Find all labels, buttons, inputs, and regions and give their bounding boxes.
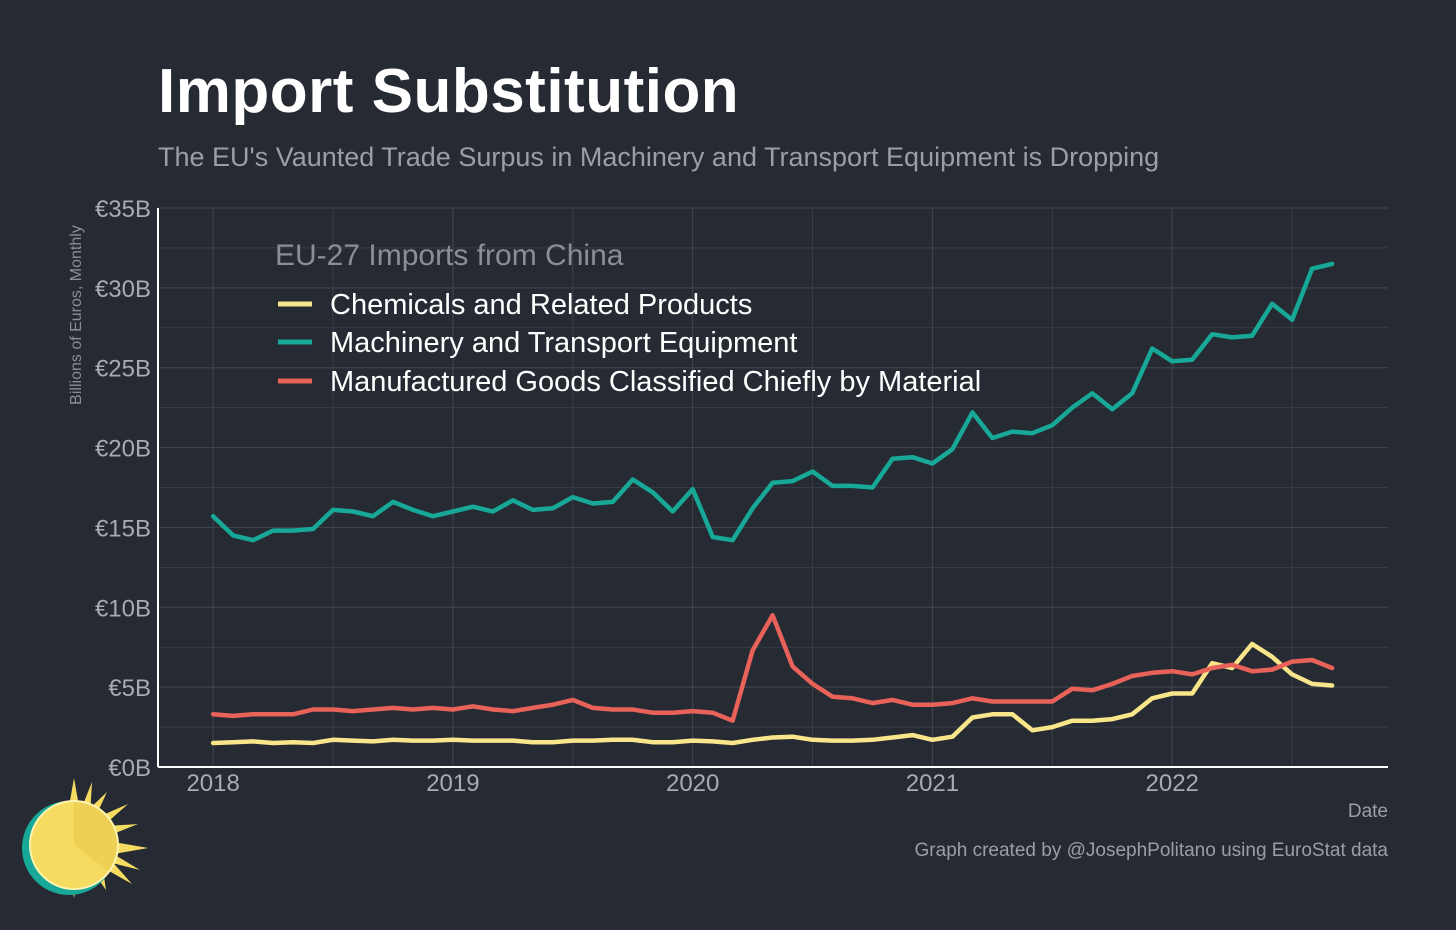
x-axis-label: Date	[1348, 801, 1388, 822]
y-tick-label: €10B	[95, 595, 151, 622]
legend-label-machinery: Machinery and Transport Equipment	[330, 327, 797, 359]
legend-label-manufactured: Manufactured Goods Classified Chiefly by…	[330, 366, 981, 398]
chart-legend: EU-27 Imports from China Chemicals and R…	[275, 239, 981, 398]
series-line-manufactured	[210, 613, 1335, 723]
chart-axes: €0B €5B €10B €15B €20B €25B €30B €35B 2018 2019 20…	[95, 196, 1388, 797]
x-tick-label: 2021	[906, 770, 959, 797]
x-tick-label: 2018	[186, 770, 239, 797]
y-tick-label: €30B	[95, 276, 151, 303]
y-tick-label: €35B	[95, 196, 151, 223]
legend-title: EU-27 Imports from China	[275, 239, 624, 272]
chart-grid	[158, 207, 1388, 768]
series-line-machinery	[210, 261, 1335, 543]
chart-series	[210, 261, 1335, 746]
y-axis-label: Billions of Euros, Monthly	[68, 225, 85, 405]
series-line-chemicals	[210, 641, 1335, 746]
y-tick-label: €5B	[108, 675, 151, 702]
y-tick-label: €0B	[108, 755, 151, 782]
x-tick-label: 2022	[1146, 770, 1199, 797]
y-tick-label: €20B	[95, 436, 151, 463]
chart-subtitle: The EU's Vaunted Trade Surpus in Machine…	[158, 142, 1160, 172]
x-tick-label: 2019	[426, 770, 479, 797]
y-tick-label: €25B	[95, 356, 151, 383]
legend-label-chemicals: Chemicals and Related Products	[330, 289, 752, 321]
source-credit: Graph created by @JosephPolitano using E…	[914, 840, 1388, 861]
x-tick-label: 2020	[666, 770, 719, 797]
chart-title: Import Substitution	[158, 57, 740, 126]
y-tick-label: €15B	[95, 515, 151, 542]
sun-logo-icon	[22, 778, 148, 898]
